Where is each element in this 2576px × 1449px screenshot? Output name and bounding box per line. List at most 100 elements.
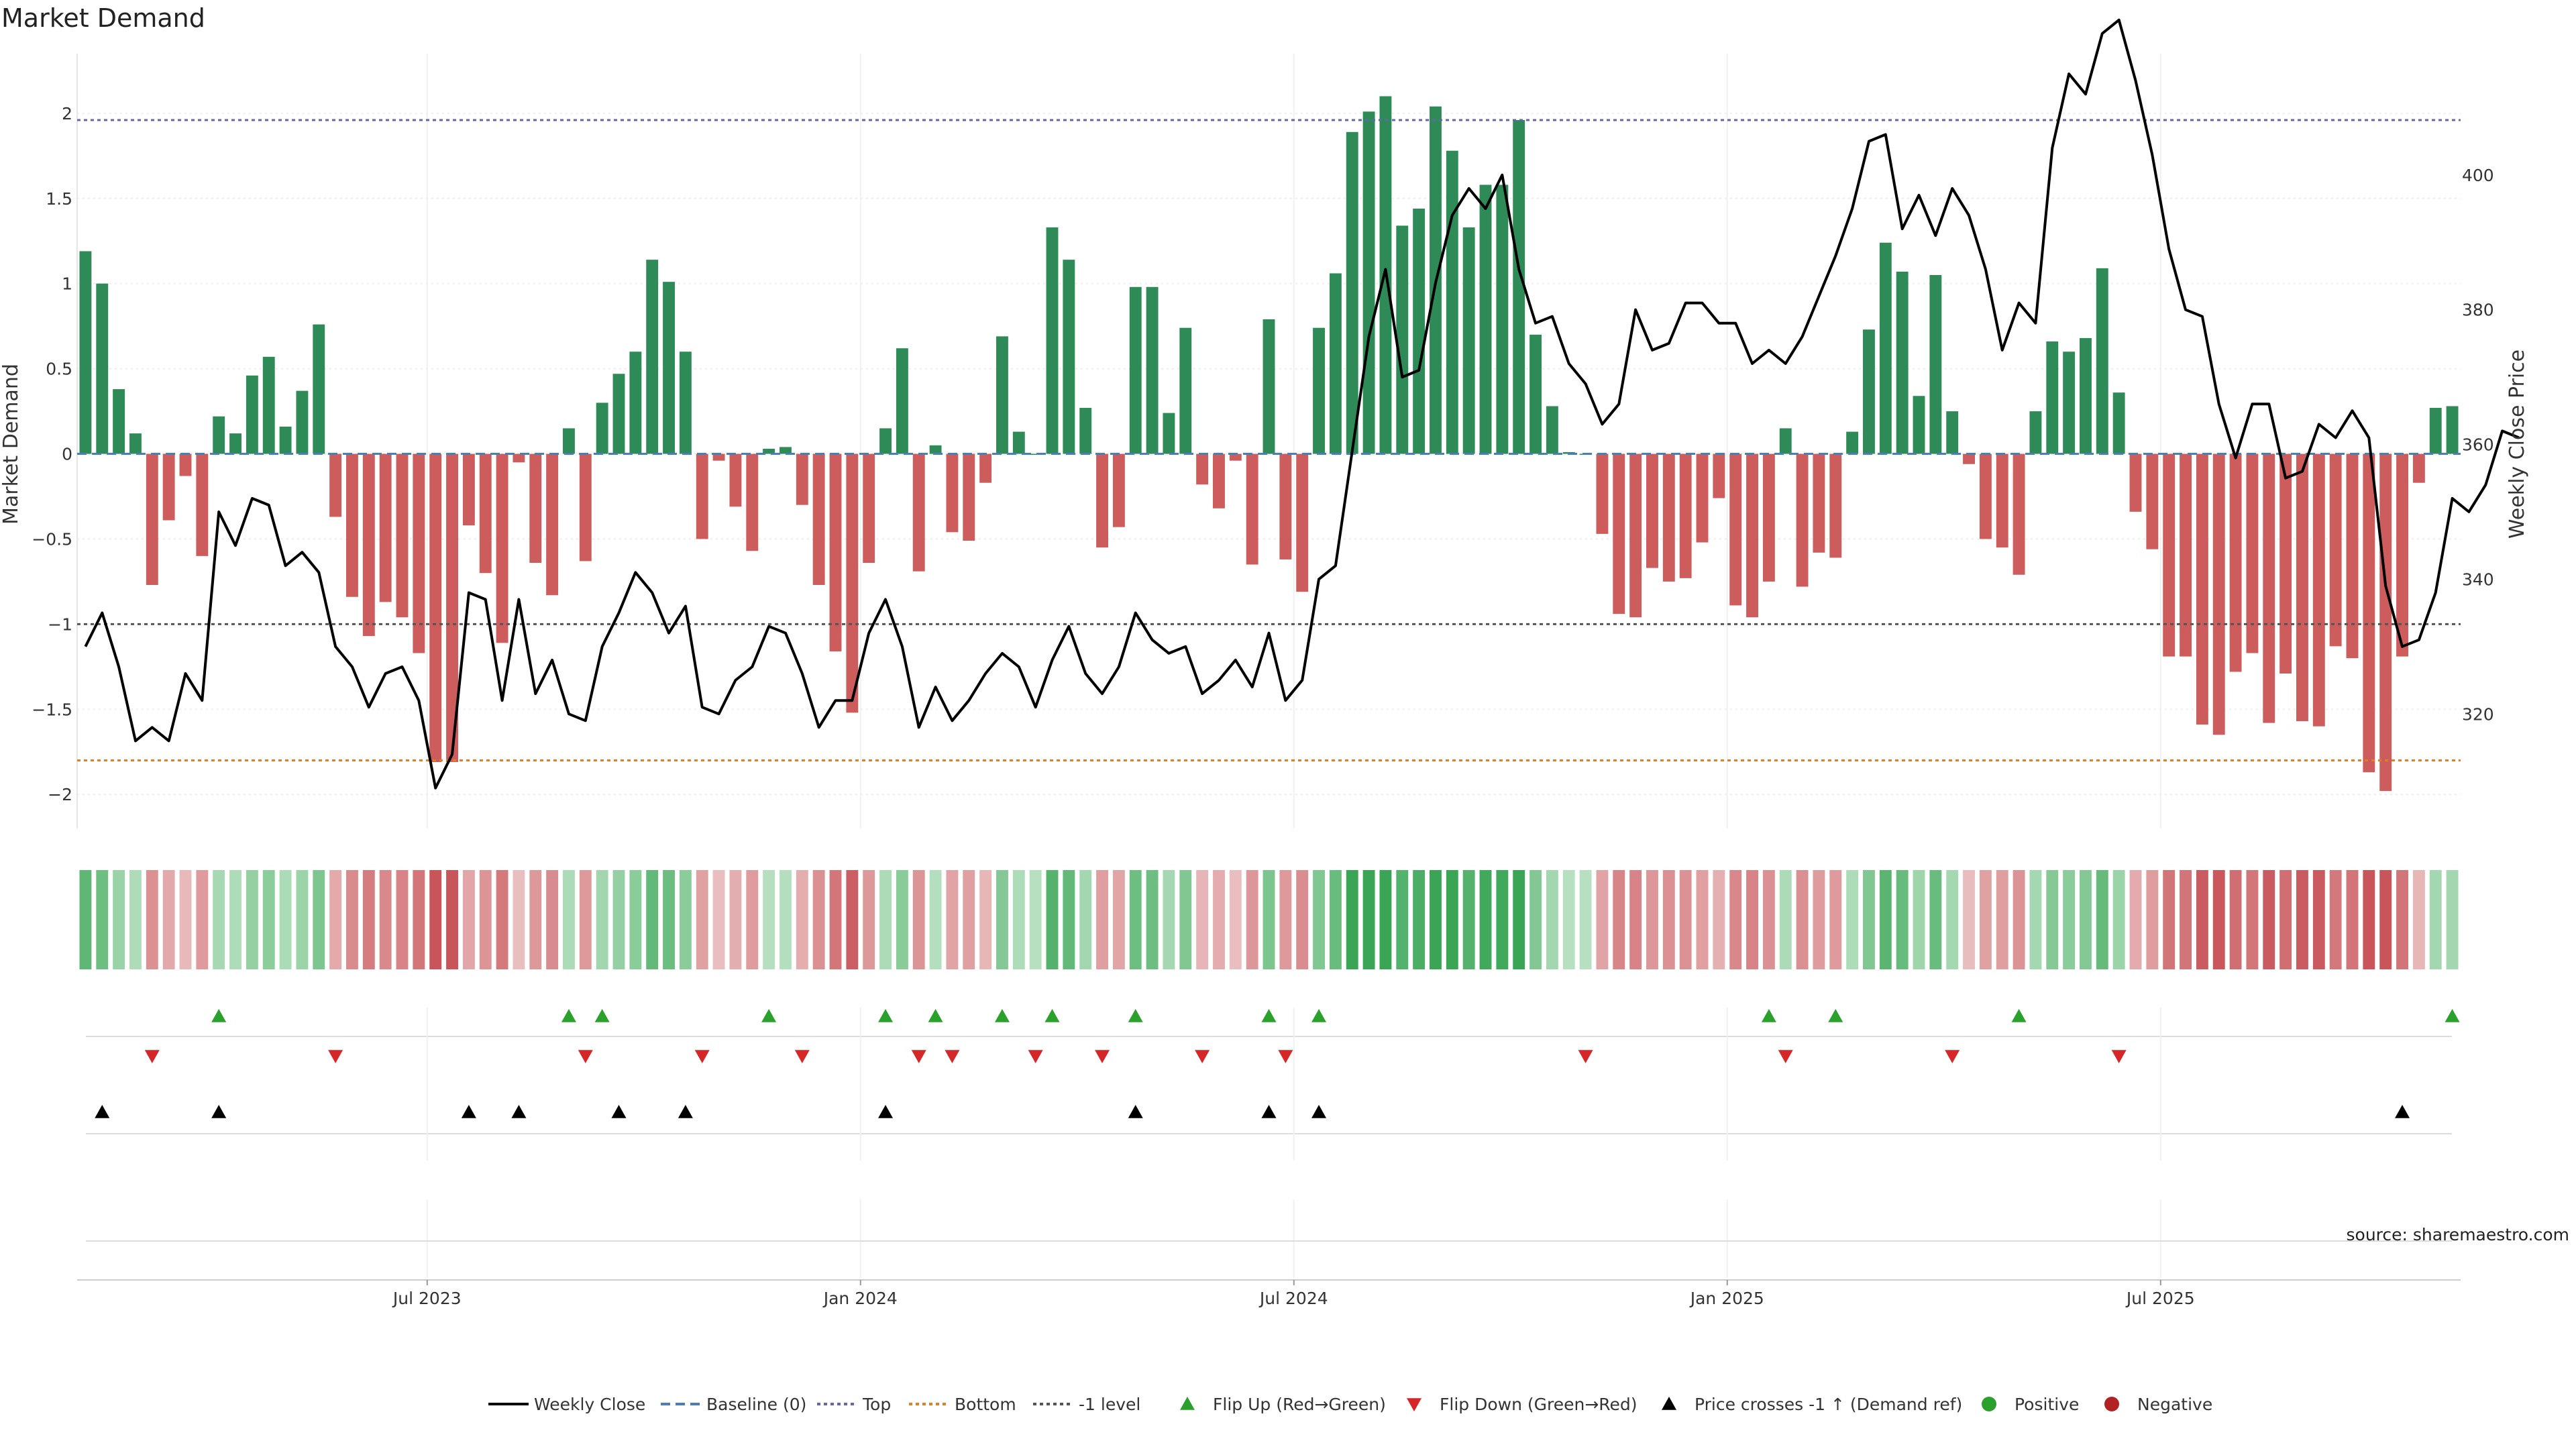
heat-cell bbox=[1279, 870, 1292, 969]
demand-bar bbox=[2046, 341, 2059, 454]
heat-cell bbox=[1529, 870, 1542, 969]
heat-cell bbox=[2012, 870, 2025, 969]
demand-bar bbox=[912, 453, 925, 572]
heat-cell bbox=[2296, 870, 2308, 969]
heat-cell bbox=[329, 870, 342, 969]
demand-bar bbox=[162, 453, 175, 521]
heat-cell bbox=[179, 870, 192, 969]
flip-up-marker bbox=[1261, 1009, 1277, 1022]
heat-cell bbox=[996, 870, 1008, 969]
heat-cell bbox=[1263, 870, 1275, 969]
flip-down-row bbox=[144, 1050, 2127, 1063]
heat-cell bbox=[2063, 870, 2076, 969]
demand-bar bbox=[1613, 453, 1625, 614]
x-axis: Jul 2023 Jan 2024 Jul 2024 Jan 2025 Jul 2025 bbox=[77, 1279, 2461, 1308]
heat-cell bbox=[1413, 870, 1426, 969]
demand-bar bbox=[1629, 453, 1642, 618]
heat-cell bbox=[1329, 870, 1342, 969]
heat-cell bbox=[963, 870, 975, 969]
demand-bar bbox=[1646, 453, 1658, 568]
demand-bars bbox=[79, 96, 2459, 792]
heat-cell bbox=[1662, 870, 1675, 969]
flip-down-marker bbox=[911, 1050, 926, 1063]
demand-bar bbox=[963, 453, 975, 541]
heat-cell bbox=[2163, 870, 2176, 969]
demand-bar bbox=[780, 447, 792, 454]
heat-cell bbox=[529, 870, 542, 969]
flip-up-marker bbox=[2445, 1009, 2460, 1022]
heat-cell bbox=[2379, 870, 2392, 969]
demand-bar bbox=[1963, 453, 1975, 464]
demand-bar bbox=[663, 282, 675, 454]
heat-cell bbox=[1012, 870, 1025, 969]
demand-bar bbox=[2429, 408, 2442, 454]
heat-cell bbox=[2329, 870, 2342, 969]
demand-bar bbox=[879, 428, 892, 454]
y-tick-label: 0.5 bbox=[46, 360, 72, 379]
flip-up-marker bbox=[1128, 1009, 1143, 1022]
demand-bar bbox=[1979, 453, 1992, 539]
heat-cell bbox=[2396, 870, 2408, 969]
heat-cell bbox=[1063, 870, 1075, 969]
demand-bar bbox=[1713, 453, 1725, 498]
demand-bar bbox=[563, 428, 575, 454]
flip-down-marker bbox=[328, 1050, 343, 1063]
heat-cell bbox=[1229, 870, 1242, 969]
demand-bar bbox=[1913, 396, 1925, 454]
demand-bar bbox=[1863, 329, 1875, 454]
demand-bar bbox=[1796, 453, 1809, 587]
heat-cell bbox=[279, 870, 292, 969]
demand-bar bbox=[2180, 453, 2192, 657]
cross-marker bbox=[1311, 1105, 1327, 1118]
heat-cell bbox=[612, 870, 625, 969]
demand-bar bbox=[362, 453, 375, 637]
heat-cell bbox=[196, 870, 209, 969]
main-panel: 2 1.5 1 0.5 0 −0.5 −1 −1.5 −2 400 380 360 340 320 bbox=[32, 18, 2520, 828]
legend-item: Positive bbox=[1982, 1395, 2079, 1414]
heat-cell bbox=[1929, 870, 1942, 969]
cross-marker bbox=[1261, 1105, 1277, 1118]
demand-bar bbox=[696, 453, 708, 539]
demand-bar bbox=[2279, 453, 2292, 674]
heat-cell bbox=[796, 870, 808, 969]
flip-up-marker bbox=[761, 1009, 777, 1022]
demand-bar bbox=[1413, 209, 1426, 454]
demand-bar bbox=[2063, 352, 2076, 454]
demand-bar bbox=[1762, 453, 1775, 582]
heat-cell bbox=[1562, 870, 1575, 969]
demand-bar bbox=[2112, 392, 2125, 454]
legend-item: Flip Down (Green→Red) bbox=[1407, 1395, 1638, 1414]
heat-cell bbox=[2129, 870, 2142, 969]
heat-cell bbox=[1746, 870, 1758, 969]
demand-bar bbox=[1496, 184, 1509, 454]
demand-bar bbox=[1746, 453, 1758, 618]
demand-bar bbox=[129, 433, 142, 454]
demand-bar bbox=[546, 453, 559, 596]
flip-down-marker bbox=[144, 1050, 160, 1063]
y2-tick-label: 340 bbox=[2462, 570, 2494, 589]
heat-cell bbox=[563, 870, 575, 969]
demand-bar bbox=[2312, 453, 2325, 727]
demand-bar bbox=[262, 356, 275, 454]
demand-bar bbox=[796, 453, 808, 505]
demand-bar bbox=[1879, 242, 1892, 454]
heat-cell bbox=[1979, 870, 1992, 969]
heat-cell bbox=[780, 870, 792, 969]
flip-up-marker bbox=[1761, 1009, 1776, 1022]
heat-cell bbox=[1379, 870, 1392, 969]
heat-cell bbox=[2363, 870, 2375, 969]
heat-cell bbox=[1696, 870, 1709, 969]
demand-bar bbox=[1679, 453, 1692, 578]
legend-dot-icon bbox=[1982, 1397, 1996, 1411]
demand-bar bbox=[863, 453, 875, 563]
heat-cell bbox=[1196, 870, 1209, 969]
demand-bar bbox=[1996, 453, 2008, 548]
legend-label: Positive bbox=[2015, 1395, 2079, 1414]
demand-bar bbox=[829, 453, 842, 651]
demand-bar bbox=[1729, 453, 1742, 606]
heat-cell bbox=[646, 870, 659, 969]
demand-bar bbox=[1196, 453, 1209, 485]
demand-bar bbox=[679, 352, 692, 454]
demand-bar bbox=[812, 453, 825, 585]
heat-cell bbox=[462, 870, 475, 969]
